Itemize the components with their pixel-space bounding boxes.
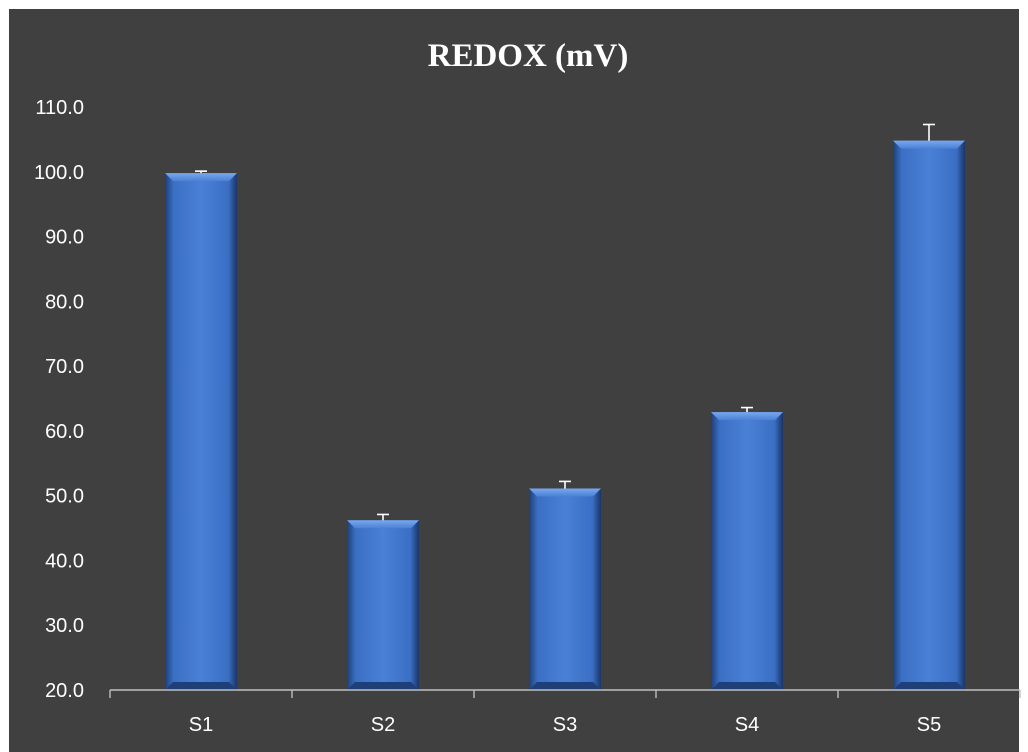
y-tick-label: 80.0 (45, 291, 84, 313)
bar-body (711, 412, 783, 690)
bar-bevel-bottom (347, 682, 419, 690)
bar-bevel-top (529, 488, 601, 497)
y-tick-label: 100.0 (34, 162, 84, 184)
x-tick-label: S1 (189, 714, 213, 736)
x-axis-ticks: S1 S2 S3 S4 S5 (109, 690, 1021, 736)
bars (165, 123, 965, 690)
x-tick-label: S2 (371, 714, 395, 736)
x-tick-label: S3 (553, 714, 577, 736)
bar-s1 (165, 170, 237, 690)
bar-bevel-top (347, 520, 419, 529)
y-tick-label: 50.0 (45, 486, 84, 508)
bar-body (893, 140, 965, 690)
y-tick-label: 30.0 (45, 615, 84, 637)
bar-s5 (893, 123, 965, 690)
y-tick-label: 70.0 (45, 356, 84, 378)
y-tick-label: 110.0 (35, 97, 84, 119)
bar-body (347, 520, 419, 690)
bar-s2 (347, 513, 419, 690)
y-tick-label: 40.0 (45, 550, 84, 572)
x-tick-label: S4 (735, 714, 759, 736)
bar-bevel-bottom (529, 682, 601, 690)
bar-bevel-top (711, 412, 783, 421)
bar-bevel-bottom (711, 682, 783, 690)
y-tick-label: 20.0 (45, 680, 84, 702)
bar-bevel-top (165, 173, 237, 182)
bar-body (529, 488, 601, 690)
bar-bevel-bottom (893, 682, 965, 690)
bar-bevel-bottom (165, 682, 237, 690)
bar-s4 (711, 406, 783, 690)
bar-s3 (529, 480, 601, 690)
bar-body (165, 173, 237, 690)
y-tick-label: 90.0 (45, 227, 84, 249)
y-tick-label: 60.0 (45, 421, 84, 443)
chart-title: REDOX (mV) (428, 38, 629, 74)
bar-bevel-top (893, 140, 965, 149)
x-tick-label: S5 (917, 714, 941, 736)
y-axis-ticks: 20.0 30.0 40.0 50.0 60.0 70.0 80.0 90.0 100.0 110… (34, 97, 84, 702)
